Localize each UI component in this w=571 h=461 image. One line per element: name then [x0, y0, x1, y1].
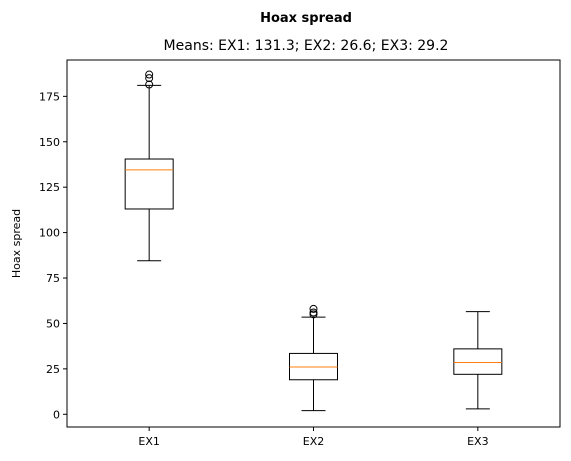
- y-tick-label: 75: [46, 272, 60, 285]
- y-tick-label: 100: [39, 227, 60, 240]
- plot-area-frame: [66, 59, 561, 428]
- iqr-box: [453, 348, 503, 375]
- x-tick-label: EX3: [467, 435, 488, 448]
- box-ex3: [453, 311, 503, 410]
- x-tick-label: EX2: [303, 435, 324, 448]
- y-tick-label: 25: [46, 363, 60, 376]
- outlier-point: [145, 80, 154, 89]
- iqr-box: [124, 158, 174, 210]
- chart-suptitle: Hoax spread: [260, 11, 352, 26]
- x-axis: EX1 EX2 EX3: [138, 427, 489, 448]
- y-tick-label: 50: [46, 317, 60, 330]
- y-tick-label: 175: [39, 90, 60, 103]
- outlier-point: [145, 74, 154, 83]
- x-tick-label: EX1: [138, 435, 159, 448]
- outlier-point: [145, 70, 154, 79]
- y-tick-label: 150: [39, 136, 60, 149]
- y-tick-label: 125: [39, 181, 60, 194]
- outlier-point: [309, 308, 318, 317]
- box-series: [124, 70, 503, 412]
- outlier-point: [309, 304, 318, 313]
- y-tick-label: 0: [53, 408, 60, 421]
- box-ex2: [289, 304, 338, 412]
- y-axis: 0 25 50 75 100 125 150 175: [39, 90, 67, 421]
- chart-title: Means: EX1: 131.3; EX2: 26.6; EX3: 29.2: [164, 38, 449, 54]
- y-axis-label: Hoax spread: [10, 209, 23, 278]
- box-ex1: [124, 70, 174, 262]
